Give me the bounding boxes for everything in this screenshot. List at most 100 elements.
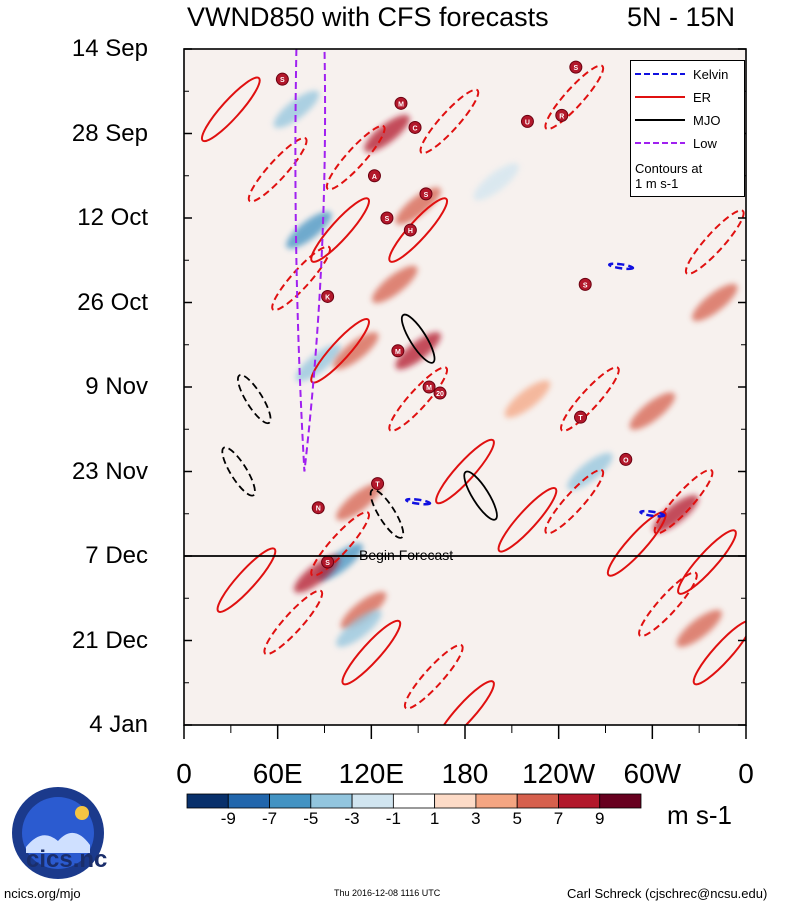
axis-ticks xyxy=(183,48,747,739)
storm-marker xyxy=(619,452,633,466)
storm-marker xyxy=(403,223,417,237)
anomaly-patch xyxy=(676,609,722,648)
anomaly-patch xyxy=(653,495,699,533)
er-contour xyxy=(560,366,620,432)
colorbar-tick-label: -1 xyxy=(385,809,401,828)
footer-timestamp: Thu 2016-12-08 1116 UTC xyxy=(334,888,441,898)
storm-marker xyxy=(408,120,422,134)
storm-marker xyxy=(422,380,436,394)
storm-symbol: U xyxy=(525,119,530,126)
er-contour xyxy=(388,366,449,432)
colorbar xyxy=(186,793,642,809)
legend-item-kelvin: Kelvin xyxy=(635,67,728,82)
storm-symbol: K xyxy=(325,294,330,301)
storm-symbol: A xyxy=(372,174,377,181)
er-contour xyxy=(653,468,714,535)
anomaly-patch xyxy=(286,211,332,249)
legend-label-low: Low xyxy=(693,135,717,151)
cics-logo xyxy=(12,787,104,879)
storm-marker xyxy=(380,211,394,225)
kelvin-contour xyxy=(639,509,666,518)
er-contour xyxy=(310,197,370,263)
er-contour xyxy=(247,136,308,203)
y-tick-label: 28 Sep xyxy=(71,119,148,147)
y-tick-label: 26 Oct xyxy=(77,288,148,316)
storm-symbol: S xyxy=(280,77,285,84)
legend: Kelvin ER MJO Low Contours at 1 m s-1 xyxy=(630,60,745,197)
colorbar-segment xyxy=(558,793,601,809)
storm-symbol: S xyxy=(325,560,330,567)
low-contour xyxy=(294,49,327,472)
er-contour xyxy=(544,64,605,131)
colorbar-segment xyxy=(475,793,518,809)
x-tick-label: 60W xyxy=(623,758,682,789)
storm-symbol: C xyxy=(413,125,418,132)
y-tick-label: 14 Sep xyxy=(71,35,148,62)
er-contour xyxy=(638,571,698,638)
mjo-contour xyxy=(237,374,272,425)
x-tick-label: 0 xyxy=(176,758,192,789)
legend-label-er: ER xyxy=(693,89,712,105)
storm-symbol: S xyxy=(574,65,579,72)
anomaly-patch xyxy=(473,163,519,201)
er-contour xyxy=(216,547,277,613)
anomaly-patch xyxy=(629,392,676,430)
er-contour xyxy=(692,619,746,686)
storm-symbol: S xyxy=(424,192,429,199)
storm-marker xyxy=(520,114,534,128)
colorbar-tick-label: 5 xyxy=(512,809,522,828)
er-contour xyxy=(310,317,370,384)
storm-marker xyxy=(569,60,583,74)
storm-marker xyxy=(391,344,405,358)
legend-item-low: Low xyxy=(635,135,717,151)
storm-symbol: H xyxy=(408,228,413,235)
er-contour xyxy=(606,511,667,577)
storm-marker xyxy=(578,277,592,291)
legend-swatch-er xyxy=(635,96,685,98)
er-contour xyxy=(341,619,402,686)
legend-item-er: ER xyxy=(635,89,712,105)
colorbar-tick-label: -9 xyxy=(220,809,236,828)
colorbar-segment xyxy=(434,793,477,809)
colorbar-tick-label: 9 xyxy=(594,809,605,828)
contour-note-line1: Contours at xyxy=(635,161,703,176)
er-contour xyxy=(403,643,464,710)
anomaly-patch xyxy=(567,452,613,491)
er-contour xyxy=(435,680,495,725)
colorbar-tick-label: -7 xyxy=(261,809,278,828)
footer-author: Carl Schreck (cjschrec@ncsu.edu) xyxy=(567,886,768,901)
logo-text: cics.nc xyxy=(26,846,108,873)
colorbar-tick-label: -5 xyxy=(303,809,319,828)
y-tick-label: 4 Jan xyxy=(89,711,148,738)
filtered-contours xyxy=(200,49,746,725)
anomaly-patch xyxy=(692,283,738,322)
storm-marker xyxy=(433,386,447,400)
anomaly-patch xyxy=(504,380,551,418)
storm-marker xyxy=(275,72,289,86)
er-contour xyxy=(435,438,495,505)
y-tick-label: 7 Dec xyxy=(85,542,148,569)
storm-symbol: O xyxy=(623,457,629,464)
storm-symbol: S xyxy=(385,216,390,223)
x-tick-label: 120E xyxy=(338,758,405,789)
er-contour xyxy=(263,589,324,656)
legend-swatch-kelvin xyxy=(635,73,685,75)
x-tick-label: 60E xyxy=(252,758,303,789)
y-tick-label: 23 Nov xyxy=(71,457,148,485)
storm-symbol: M xyxy=(426,385,432,392)
er-contour xyxy=(310,511,370,577)
storm-marker xyxy=(574,410,588,424)
storm-marker xyxy=(394,96,408,110)
kelvin-contour xyxy=(607,262,635,271)
colorbar-segment xyxy=(310,793,353,809)
anomaly-patch xyxy=(364,114,410,153)
colorbar-tick-label: 7 xyxy=(553,809,564,828)
er-contour xyxy=(325,124,386,191)
region-label: 5N - 15N xyxy=(627,2,736,32)
er-contour xyxy=(271,245,331,312)
storm-marker xyxy=(371,477,385,491)
legend-swatch-low xyxy=(635,142,685,144)
storm-marker xyxy=(555,108,569,122)
footer-url[interactable]: ncics.org/mjo xyxy=(4,886,81,901)
storm-symbol: N xyxy=(316,506,321,513)
